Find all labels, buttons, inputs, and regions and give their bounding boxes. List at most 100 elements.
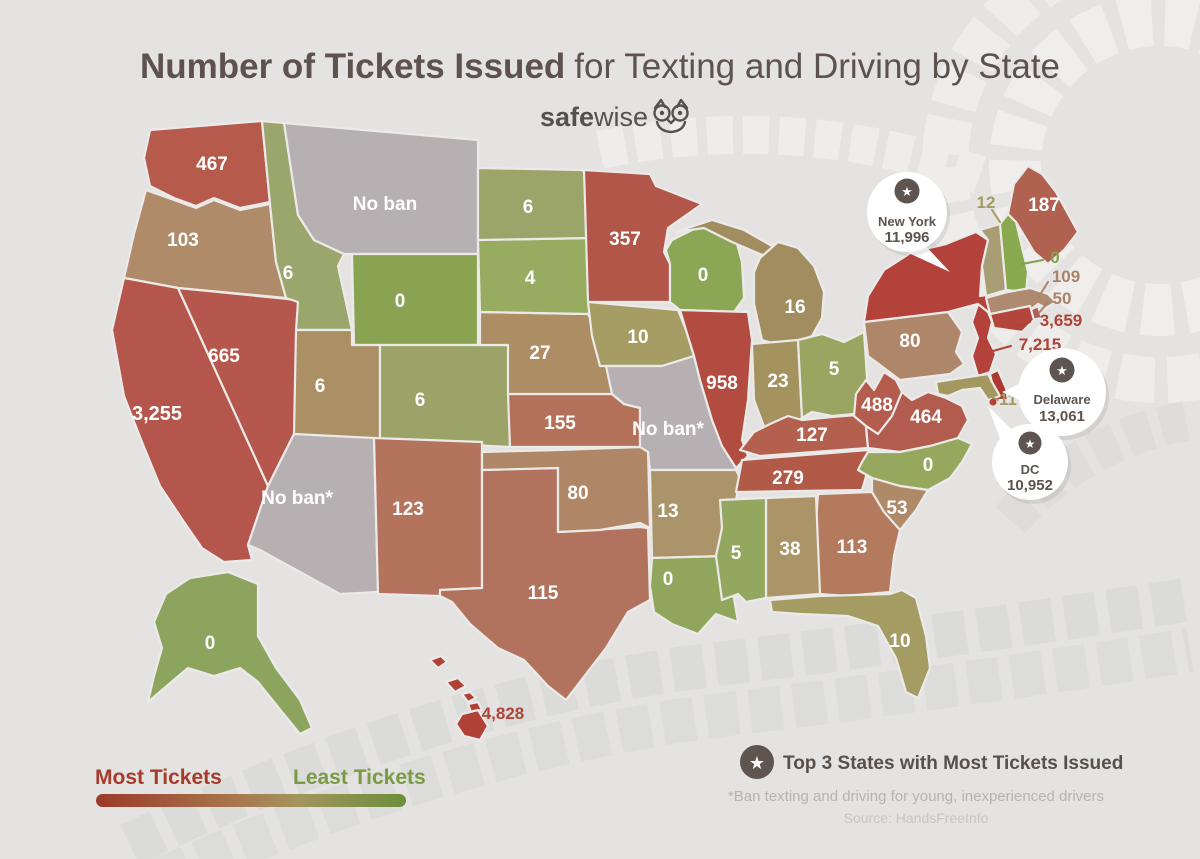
color-scale-legend: Most Tickets Least Tickets	[95, 766, 426, 807]
callout-dc: ★ DC 10,952	[988, 406, 1071, 504]
value-west-virginia: 488	[861, 395, 893, 416]
value-alaska: 0	[205, 633, 216, 654]
state-maine	[1006, 164, 1080, 266]
star-icon: ★	[1056, 363, 1068, 378]
value-arkansas: 13	[657, 501, 678, 522]
star-badge	[894, 178, 920, 204]
pointer-massachusetts	[1037, 281, 1049, 299]
state-hawaii	[428, 654, 490, 742]
star-badge	[1049, 357, 1075, 383]
owl-icon	[653, 98, 689, 134]
value-pennsylvania: 80	[899, 331, 920, 352]
state-minnesota	[582, 168, 704, 304]
value-tennessee: 279	[772, 468, 804, 489]
state-north-dakota	[476, 166, 594, 242]
state-value-labels: 467 103 3,255 665 6 No ban 0 6 6 No ban*…	[132, 154, 1060, 654]
state-illinois	[678, 308, 754, 470]
page-title-bold: Number of Tickets Issued	[140, 47, 565, 86]
state-connecticut	[988, 304, 1036, 334]
value-kansas: 155	[544, 413, 576, 434]
pointer-hawaii	[466, 713, 478, 719]
value-missouri: No ban*	[632, 419, 704, 440]
callout-value: 11,996	[884, 229, 929, 246]
logo-text: safewise	[540, 102, 648, 132]
value-idaho: 6	[283, 263, 294, 284]
value-mississippi: 5	[731, 543, 742, 564]
logo-text-light: wise	[593, 102, 648, 132]
callout-new-york: ★ New York 11,996	[867, 172, 950, 272]
state-dc	[989, 398, 997, 406]
page-title-regular: for Texting and Driving by State	[574, 47, 1060, 86]
pointer-new-jersey	[992, 345, 1012, 352]
state-wyoming	[350, 252, 480, 347]
pointer-vermont	[991, 209, 1001, 223]
callout-state: DC	[1021, 462, 1040, 477]
value-virginia: 464	[910, 407, 942, 428]
state-pennsylvania	[862, 310, 966, 382]
value-colorado: 6	[415, 390, 426, 411]
value-michigan: 16	[784, 297, 805, 318]
value-washington: 467	[196, 154, 228, 175]
value-connecticut: 3,659	[1040, 311, 1083, 330]
callout-value: 13,061	[1039, 408, 1085, 425]
value-montana: No ban	[353, 194, 417, 215]
state-colorado	[378, 343, 512, 449]
state-mississippi	[714, 496, 768, 604]
state-florida	[768, 588, 932, 700]
star-icon: ★	[749, 753, 765, 773]
value-arizona: No ban*	[261, 488, 333, 509]
pointer-new-hampshire	[1021, 259, 1044, 265]
state-new-mexico	[372, 436, 484, 598]
value-alabama: 38	[779, 539, 800, 560]
value-rhode-island: 50	[1053, 289, 1072, 308]
callout-bubble	[1018, 348, 1106, 436]
value-wisconsin: 0	[698, 265, 709, 286]
state-utah	[292, 328, 382, 442]
value-indiana: 23	[767, 371, 788, 392]
value-wyoming: 0	[395, 291, 406, 312]
value-iowa: 10	[627, 327, 648, 348]
top3-legend: ★ Top 3 States with Most Tickets Issued	[740, 745, 1123, 779]
pointer-rhode-island	[1038, 301, 1049, 314]
gradient-bar	[96, 794, 406, 807]
value-vermont: 12	[977, 193, 996, 212]
state-south-dakota	[476, 236, 600, 316]
least-tickets-label: Least Tickets	[293, 766, 426, 789]
most-tickets-label: Most Tickets	[95, 766, 222, 789]
value-north-dakota: 6	[523, 197, 534, 218]
state-kentucky	[738, 413, 870, 458]
star-badge	[740, 745, 774, 779]
callout-bubble	[992, 424, 1068, 500]
state-north-carolina	[856, 436, 974, 492]
value-maine: 187	[1028, 195, 1060, 216]
callout-value: 10,952	[1007, 477, 1053, 494]
star-badge	[1018, 431, 1042, 455]
state-montana	[282, 121, 480, 256]
state-alaska	[146, 570, 314, 736]
safewise-logo: safewise	[540, 98, 689, 134]
state-shapes	[110, 119, 1080, 742]
pointer-maryland	[989, 395, 999, 401]
top3-label: Top 3 States with Most Tickets Issued	[783, 753, 1123, 774]
value-louisiana: 0	[663, 569, 674, 590]
value-florida: 10	[889, 631, 910, 652]
value-hawaii: 4,828	[482, 704, 525, 723]
callout-bubble	[867, 172, 947, 252]
state-texas	[438, 466, 652, 702]
value-new-mexico: 123	[392, 499, 424, 520]
value-california: 3,255	[132, 403, 182, 425]
value-new-hampshire: 0	[1050, 248, 1059, 267]
value-georgia: 113	[837, 537, 868, 558]
value-massachusetts: 109	[1052, 267, 1080, 286]
logo-text-bold: safe	[540, 102, 594, 132]
value-minnesota: 357	[609, 229, 641, 250]
pointer-connecticut	[1017, 321, 1031, 327]
star-icon: ★	[1025, 437, 1036, 451]
value-south-carolina: 53	[886, 498, 907, 519]
value-nebraska: 27	[529, 343, 550, 364]
star-icon: ★	[901, 184, 913, 199]
source-credit: Source: HandsFreeInfo	[844, 810, 989, 826]
value-texas: 115	[528, 583, 559, 604]
